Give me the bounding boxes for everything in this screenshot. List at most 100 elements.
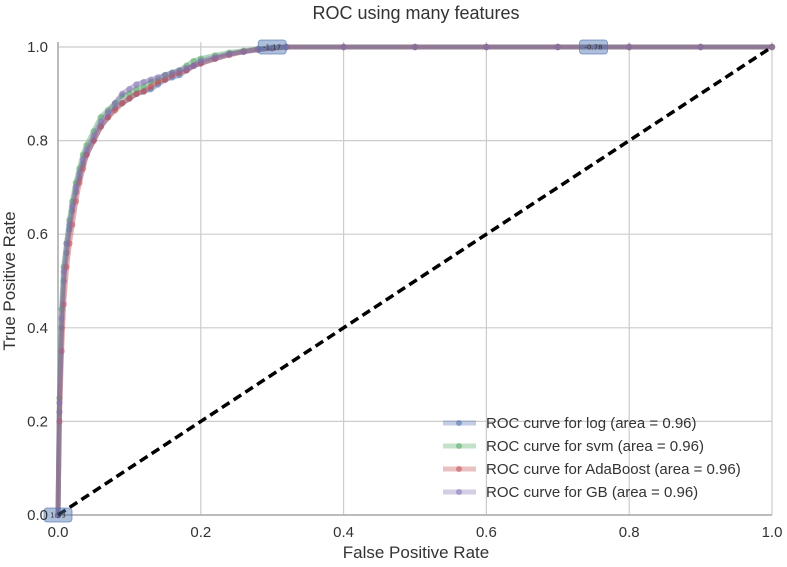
series-point-0 [76,174,83,182]
series-point-1 [56,394,63,402]
legend-swatch-marker [456,466,462,472]
series-point-3 [190,62,197,69]
series-point-3 [119,90,126,98]
series-point-3 [226,50,233,58]
x-tick-label: 0.8 [619,524,640,541]
series-point-3 [111,99,119,107]
x-tick-label: 0.0 [48,524,69,541]
series-point-3 [176,67,183,74]
series-point-3 [483,43,490,51]
series-point-3 [76,170,83,177]
series-point-0 [69,207,76,214]
series-point-2 [83,151,90,158]
series-point-3 [197,57,204,65]
threshold-badge [579,39,608,55]
series-point-2 [147,83,155,90]
threshold-label: -1.17 [263,44,281,52]
legend-swatch-marker [456,443,462,449]
series-point-3 [340,43,347,51]
series-point-2 [58,348,65,355]
series-point-1 [133,85,140,93]
series-point-1 [97,114,105,121]
series-point-3 [66,221,73,229]
series-point-2 [133,90,140,98]
threshold-label: 1.53 [50,512,66,520]
series-point-3 [269,44,276,52]
series-point-2 [63,263,70,271]
series-point-2 [161,76,169,83]
series-point-3 [183,64,190,72]
series-point-0 [63,249,70,257]
series-point-0 [79,160,87,168]
y-tick-label: 1.0 [27,39,48,56]
series-point-3 [90,132,97,140]
threshold-badge [257,39,287,55]
series-point-3 [240,48,247,55]
series-point-2 [60,301,67,308]
series-point-3 [154,74,162,81]
legend-entry-label: ROC curve for AdaBoost (area = 0.96) [486,461,741,478]
series-point-2 [90,137,97,144]
legend-swatch-marker [456,489,462,495]
series-point-3 [211,54,219,61]
series-point-0 [58,324,65,331]
series-point-3 [147,76,155,83]
series-point-3 [140,78,147,86]
series-point-2 [56,418,63,425]
series-point-2 [154,78,162,86]
y-tick-label: 0.4 [27,320,48,337]
series-point-3 [72,184,80,191]
series-line-2 [55,44,772,516]
y-tick-label: 0.0 [27,507,48,524]
series-point-3 [126,85,133,93]
series-point-2 [140,88,147,95]
series-point-3 [411,43,419,51]
plot-area: 1.53 -1.17 -0.78 [43,39,776,523]
series-point-3 [104,109,112,116]
series-point-3 [58,315,65,322]
series-point-3 [768,43,776,51]
series-point-3 [169,69,176,76]
y-tick-label: 0.8 [27,133,48,150]
legend: ROC curve for log (area = 0.96) ROC curve… [443,415,741,501]
x-tick-label: 0.6 [476,524,497,541]
series-point-3 [97,118,105,126]
series-point-3 [63,240,70,247]
series-point-1 [83,142,90,149]
series-point-3 [83,146,90,154]
series-point-2 [104,114,112,121]
series-point-3 [626,43,633,51]
x-axis-label: False Positive Rate [343,543,489,562]
series-point-0 [72,188,80,196]
series-point-3 [69,202,76,210]
y-tick-label: 0.2 [27,413,48,430]
series-point-2 [111,106,119,114]
chart-title: ROC using many features [312,3,519,23]
x-tick-label: 1.0 [762,524,783,541]
legend-entry-label: ROC curve for GB (area = 0.96) [486,484,698,501]
series-point-2 [72,198,80,205]
series-point-1 [66,216,73,224]
series-point-3 [79,156,87,163]
series-point-2 [119,99,126,107]
series-point-1 [140,83,147,90]
chance-diagonal [57,45,773,517]
series-point-3 [133,81,140,88]
series-point-0 [56,408,63,416]
series-line-1 [55,44,772,516]
series-point-3 [60,268,67,275]
series-point-3 [161,71,169,79]
series-point-1 [190,57,197,65]
series-point-2 [97,123,105,130]
x-tick-label: 0.4 [333,524,354,541]
series-point-0 [60,277,67,285]
legend-swatch-marker [456,420,462,426]
threshold-label: -0.78 [584,44,602,52]
threshold-badge [43,507,73,523]
series-point-2 [76,179,83,186]
series-point-1 [90,128,97,135]
y-tick-label: 0.6 [27,226,48,243]
x-tick-label: 0.2 [190,524,211,541]
series-point-2 [79,165,87,172]
